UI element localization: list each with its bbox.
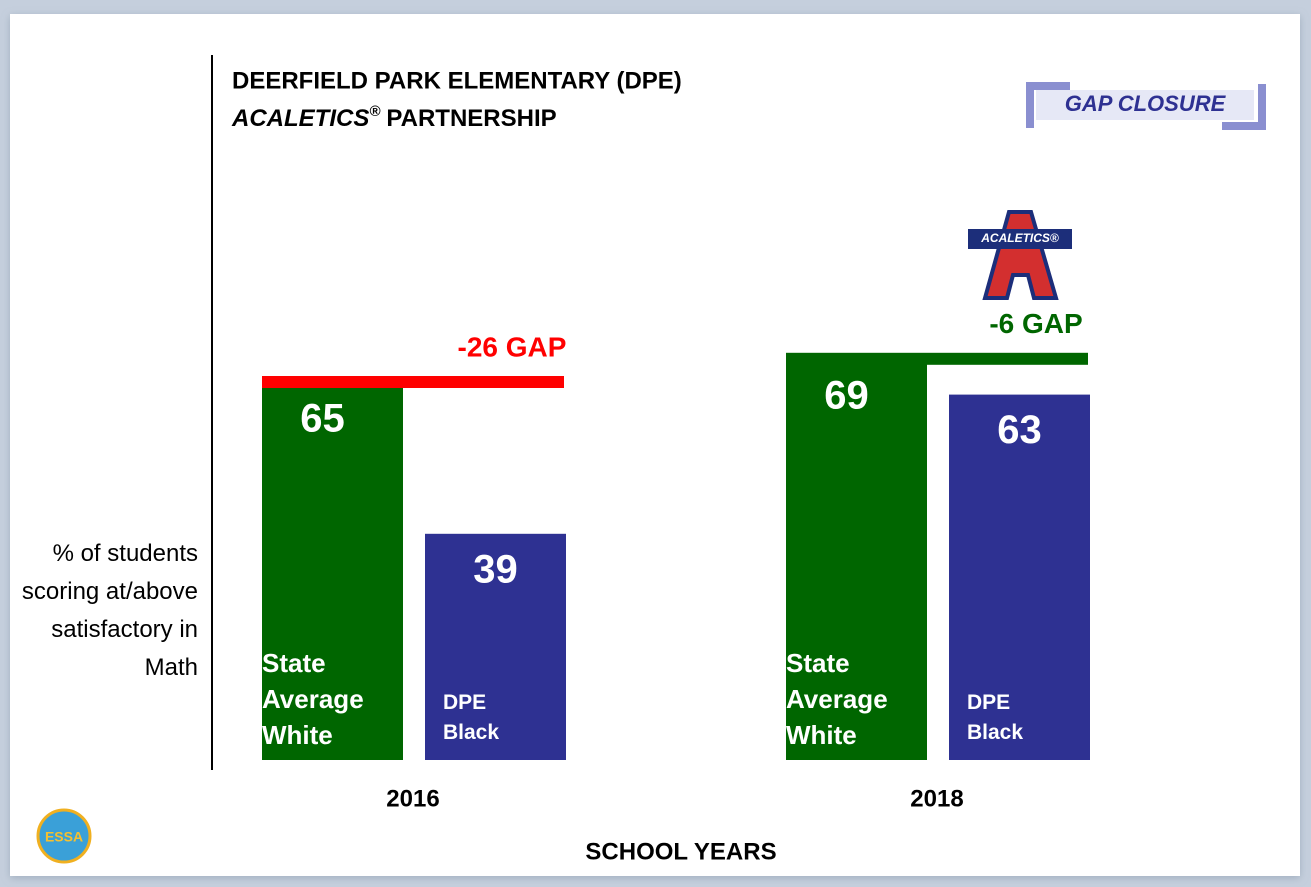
value-label: 65 — [300, 397, 345, 441]
gap-label: -26 GAP — [458, 331, 567, 362]
value-label: 39 — [473, 547, 518, 591]
bar — [425, 533, 566, 760]
registered-mark: ® — [369, 103, 381, 120]
bar — [786, 359, 927, 760]
series-label: DPE Black — [967, 691, 1024, 744]
gap-line — [786, 352, 1088, 365]
badge-text: GAP CLOSURE — [1065, 91, 1227, 116]
chart-title: DEERFIELD PARK ELEMENTARY (DPE) — [232, 67, 682, 94]
y-axis-label-box: % of students scoring at/above satisfact… — [21, 540, 198, 681]
series-label: DPE Black — [443, 691, 500, 744]
series-label-box: State Average White — [262, 648, 364, 750]
panel — [10, 14, 1300, 876]
x-axis-label: SCHOOL YEARS — [585, 838, 776, 865]
badge: GAP CLOSURE — [1026, 82, 1266, 130]
bar — [262, 383, 403, 760]
logo-text: ACALETICS® — [980, 231, 1059, 245]
y-axis-label: % of students scoring at/above satisfact… — [21, 540, 198, 681]
gap-line — [262, 376, 564, 388]
subtitle-rest: PARTNERSHIP — [386, 105, 556, 132]
essa-logo: ESSA — [36, 808, 92, 864]
value-label: 69 — [824, 373, 869, 417]
series-label: State Average White — [786, 648, 888, 750]
value-label: 63 — [997, 408, 1042, 452]
brand: ACALETICS — [231, 105, 369, 132]
essa-text: ESSA — [45, 829, 83, 845]
acaletics-logo: ACALETICS® — [968, 210, 1072, 300]
series-label-box: DPE Black — [967, 691, 1024, 744]
x-tick-label: 2016 — [386, 785, 439, 812]
series-label-box: State Average White — [786, 648, 888, 750]
chart-subtitle: ACALETICS® PARTNERSHIP — [231, 103, 557, 132]
x-tick-label: 2018 — [910, 785, 963, 812]
series-label: State Average White — [262, 648, 364, 750]
bar — [949, 394, 1090, 760]
series-label-box: DPE Black — [443, 691, 500, 744]
gap-label: -6 GAP — [989, 308, 1082, 339]
